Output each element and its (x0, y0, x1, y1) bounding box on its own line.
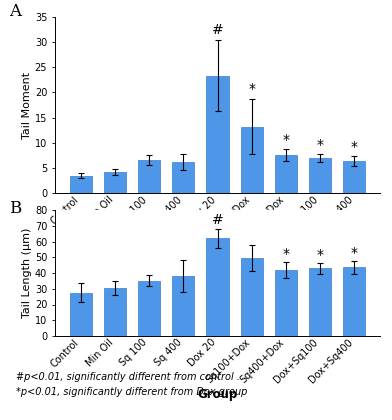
Bar (172, 162, 194, 193)
Bar (70, 293, 92, 336)
Text: *: * (317, 138, 324, 152)
Text: #: # (212, 213, 223, 227)
X-axis label: Group: Group (198, 245, 238, 258)
Bar (138, 160, 160, 193)
X-axis label: Group: Group (198, 388, 238, 401)
Bar (275, 270, 297, 336)
Bar (138, 281, 160, 336)
Bar (343, 161, 365, 193)
Bar (241, 258, 263, 336)
Bar (343, 268, 365, 336)
Bar (241, 127, 263, 193)
Text: #p<0.01, significantly different from control .: #p<0.01, significantly different from co… (16, 372, 240, 382)
Bar (104, 288, 126, 336)
Text: *: * (283, 133, 289, 147)
Text: *: * (317, 247, 324, 262)
Y-axis label: Tail Length (μm): Tail Length (μm) (22, 228, 32, 318)
Text: *: * (248, 82, 255, 97)
Bar (309, 158, 331, 193)
Text: *p<0.01, significantly different from Dox group: *p<0.01, significantly different from Do… (16, 387, 247, 397)
Text: A: A (9, 3, 21, 20)
Bar (275, 155, 297, 193)
Text: *: * (351, 246, 358, 260)
Text: *: * (283, 247, 289, 261)
Text: B: B (9, 200, 22, 217)
Bar (104, 171, 126, 193)
Bar (207, 238, 229, 336)
Bar (70, 176, 92, 193)
Bar (309, 268, 331, 336)
Y-axis label: Tail Moment: Tail Moment (22, 71, 32, 139)
Bar (172, 276, 194, 336)
Text: #: # (212, 24, 223, 37)
Bar (207, 76, 229, 193)
Text: *: * (351, 140, 358, 155)
